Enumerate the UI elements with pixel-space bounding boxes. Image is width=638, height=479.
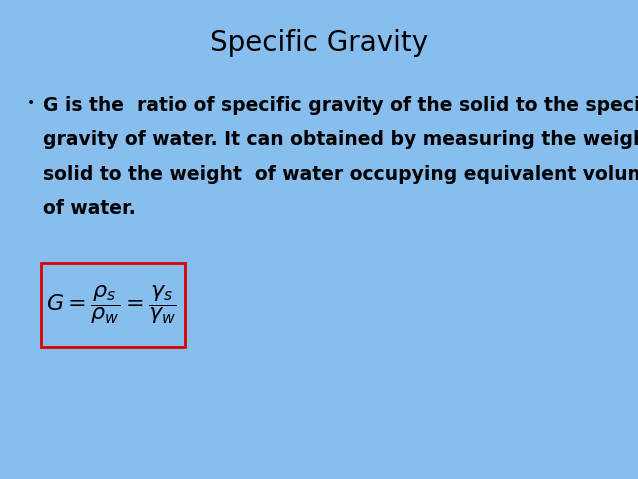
Bar [41,263,185,347]
Text: Specific Gravity: Specific Gravity [210,29,428,57]
Text: of water.: of water. [43,199,136,218]
Text: solid to the weight  of water occupying equivalent volume: solid to the weight of water occupying e… [43,165,638,184]
Text: G is the  ratio of specific gravity of the solid to the specific: G is the ratio of specific gravity of th… [43,96,638,115]
Text: •: • [27,96,34,110]
Text: gravity of water. It can obtained by measuring the weight of: gravity of water. It can obtained by mea… [43,130,638,149]
Text: $G = \dfrac{\rho_s}{\rho_w} = \dfrac{\gamma_s}{\gamma_w}$: $G = \dfrac{\rho_s}{\rho_w} = \dfrac{\ga… [47,283,177,326]
